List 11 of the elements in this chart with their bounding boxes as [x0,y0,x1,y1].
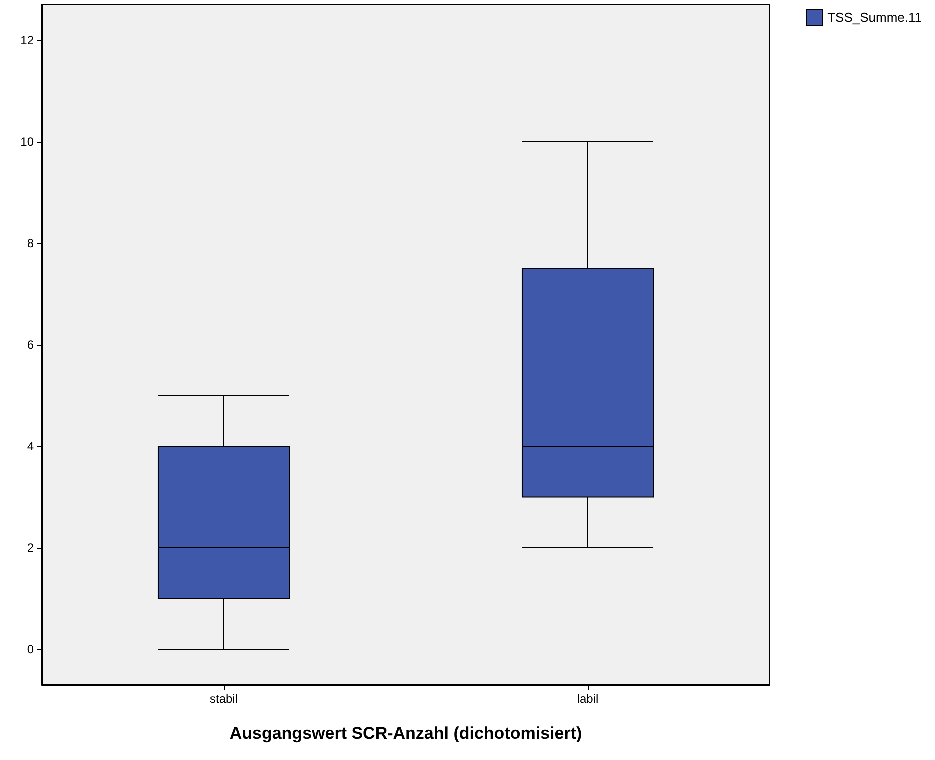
y-tick-label: 8 [27,236,34,251]
x-tick-label: stabil [210,692,238,706]
y-tick-label: 10 [20,135,34,150]
y-tick-label: 2 [27,540,34,555]
x-axis-title: Ausgangswert SCR-Anzahl (dichotomisiert) [230,724,582,743]
y-tick-label: 12 [20,34,34,48]
legend-label: TSS_Summe.11 [828,10,922,25]
y-tick-label: 6 [27,338,34,352]
x-tick-label: labil [577,692,599,706]
y-tick-label: 4 [27,439,34,454]
y-tick-label: 0 [27,642,34,656]
